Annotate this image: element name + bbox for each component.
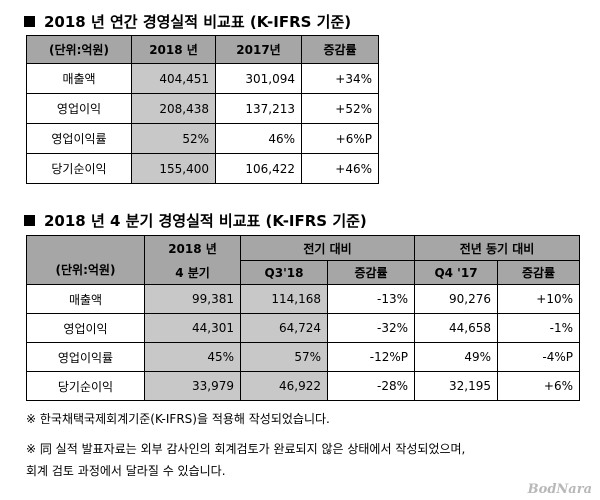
value-2018: 208,438	[131, 93, 216, 124]
table-row: 영업이익 44,301 64,724 -32% 44,658 -1%	[26, 313, 581, 343]
year-2018-header: 2018 년	[131, 35, 216, 64]
prev-quarter-group-header: 전기 대비	[240, 235, 415, 261]
footnote-audit-line2: 회계 검토 과정에서 달라질 수 있습니다.	[26, 464, 226, 478]
change-rate: +34%	[301, 63, 379, 94]
value-q4-2018: 33,979	[144, 371, 241, 401]
yoy-change: -1%	[496, 313, 581, 343]
table-row: 당기순이익 155,400 106,422 +46%	[26, 153, 379, 184]
change-rate-header: 증감률	[301, 35, 379, 64]
table-row: 영업이익 208,438 137,213 +52%	[26, 93, 379, 124]
value-2018: 52%	[131, 123, 216, 154]
current-period-header-line2: 4 분기	[144, 260, 241, 285]
value-q3-2018: 64,724	[240, 313, 328, 343]
q4-2017-header: Q4 '17	[414, 260, 498, 285]
footnote-ifrs: ※ 한국채택국제회계기준(K-IFRS)을 적용해 작성되었습니다.	[26, 412, 330, 426]
value-2017: 46%	[215, 123, 302, 154]
value-2017: 137,213	[215, 93, 302, 124]
value-q4-2017: 44,658	[414, 313, 498, 343]
table-row: 영업이익률 45% 57% -12%P 49% -4%P	[26, 342, 581, 372]
table-row: 당기순이익 33,979 46,922 -28% 32,195 +6%	[26, 371, 581, 401]
row-label: 매출액	[26, 284, 145, 314]
watermark-logo: BodNara	[527, 482, 592, 497]
value-q4-2017: 49%	[414, 342, 498, 372]
yoy-change: +10%	[496, 284, 581, 314]
unit-header: (단위:억원)	[26, 235, 145, 285]
year-2017-header: 2017년	[215, 35, 302, 64]
value-q4-2017: 90,276	[414, 284, 498, 314]
value-2018: 404,451	[131, 63, 216, 94]
yoy-change: +6%	[496, 371, 581, 401]
quarterly-table-title: 2018 년 4 분기 경영실적 비교표 (K-IFRS 기준)	[24, 210, 367, 231]
row-label: 영업이익	[26, 313, 145, 343]
value-2018: 155,400	[131, 153, 216, 184]
table-header-row: (단위:억원) 2018 년 전기 대비 전년 동기 대비	[26, 235, 581, 285]
annual-results-table: (단위:억원) 2018 년 2017년 증감률 매출액 404,451 301…	[26, 35, 379, 184]
value-q4-2017: 32,195	[414, 371, 498, 401]
annual-table-title: 2018 년 연간 경영실적 비교표 (K-IFRS 기준)	[24, 11, 351, 32]
value-q4-2018: 99,381	[144, 284, 241, 314]
value-q3-2018: 114,168	[240, 284, 328, 314]
value-q4-2018: 44,301	[144, 313, 241, 343]
change-rate: +6%P	[301, 123, 379, 154]
quarterly-title-text: 2018 년 4 분기 경영실적 비교표 (K-IFRS 기준)	[44, 212, 367, 230]
table-header-row: (단위:억원) 2018 년 2017년 증감률	[26, 35, 379, 64]
row-label: 당기순이익	[26, 371, 145, 401]
value-2017: 301,094	[215, 63, 302, 94]
value-q3-2018: 57%	[240, 342, 328, 372]
qoq-change: -28%	[327, 371, 415, 401]
row-label: 영업이익률	[26, 123, 132, 154]
value-q4-2018: 45%	[144, 342, 241, 372]
yoy-change: -4%P	[496, 342, 581, 372]
table-row: 매출액 404,451 301,094 +34%	[26, 63, 379, 94]
table-row: 매출액 99,381 114,168 -13% 90,276 +10%	[26, 284, 581, 314]
prev-year-group-header: 전년 동기 대비	[413, 235, 581, 261]
yoy-change-header: 증감률	[496, 260, 581, 285]
qoq-change-header: 증감률	[327, 260, 415, 285]
row-label: 영업이익	[26, 93, 132, 124]
unit-header: (단위:억원)	[26, 35, 132, 64]
value-2017: 106,422	[215, 153, 302, 184]
row-label: 매출액	[26, 63, 132, 94]
change-rate: +52%	[301, 93, 379, 124]
square-bullet-icon	[24, 215, 35, 226]
annual-title-text: 2018 년 연간 경영실적 비교표 (K-IFRS 기준)	[44, 13, 352, 31]
table-row: 영업이익률 52% 46% +6%P	[26, 123, 379, 154]
square-bullet-icon	[24, 16, 35, 27]
change-rate: +46%	[301, 153, 379, 184]
qoq-change: -13%	[327, 284, 415, 314]
q3-2018-header: Q3'18	[240, 260, 328, 285]
qoq-change: -32%	[327, 313, 415, 343]
current-period-header-line1: 2018 년	[144, 235, 241, 261]
row-label: 영업이익률	[26, 342, 145, 372]
footnote-audit-line1: ※ 同 실적 발표자료는 외부 감사인의 회계검토가 완료되지 않은 상태에서 …	[26, 442, 466, 456]
quarterly-results-table: (단위:억원) 2018 년 전기 대비 전년 동기 대비 4 분기 Q3'18…	[26, 235, 581, 401]
qoq-change: -12%P	[327, 342, 415, 372]
value-q3-2018: 46,922	[240, 371, 328, 401]
row-label: 당기순이익	[26, 153, 132, 184]
